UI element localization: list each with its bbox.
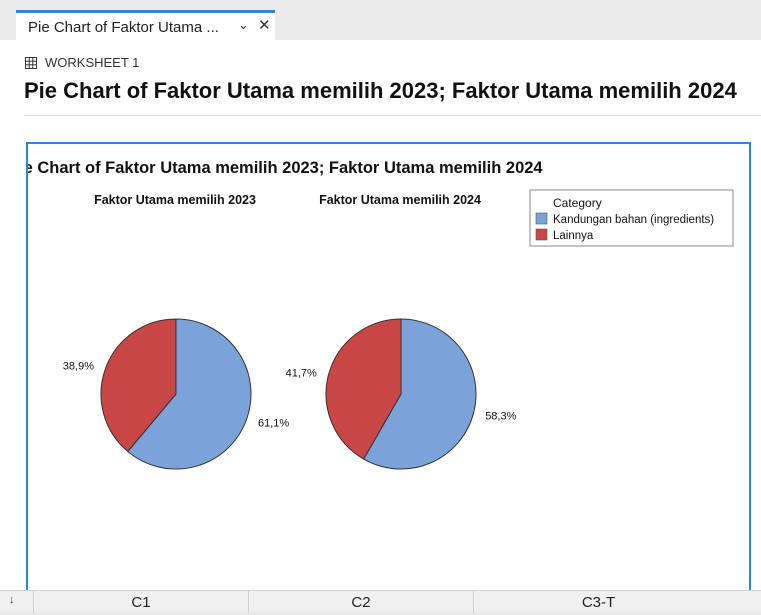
chart-frame[interactable]: Pie Chart of Faktor Utama memilih 2023; … (26, 142, 751, 590)
worksheet-label: WORKSHEET 1 (25, 55, 139, 70)
pie-1-slice-2 (100, 318, 177, 453)
legend-swatch-1 (535, 212, 548, 225)
worksheet-column-header: ↓ C1 C2 C3-T (0, 590, 761, 613)
chevron-down-icon[interactable]: ⌄ (238, 17, 249, 32)
pie-2-label-1: 58,3% (485, 410, 516, 422)
legend-swatch-2 (535, 228, 548, 241)
tab-bar: Pie Chart of Faktor Utama ... ⌄ ✕ (0, 0, 761, 40)
page-title: Pie Chart of Faktor Utama memilih 2023; … (24, 78, 737, 103)
pie-title-2: Faktor Utama memilih 2024 (319, 193, 481, 207)
pie-2-label-2: 41,7% (286, 368, 317, 380)
legend-box (529, 189, 734, 247)
pie-1-label-2: 38,9% (63, 361, 94, 373)
pie-1-label-1: 61,1% (258, 417, 289, 429)
legend-item-2: Lainnya (553, 230, 594, 242)
pie-1-slice-1 (127, 318, 252, 470)
output-pane: WORKSHEET 1 Pie Chart of Faktor Utama me… (0, 40, 761, 590)
worksheet-name: WORKSHEET 1 (45, 55, 140, 70)
column-header-c3[interactable]: C3-T (473, 591, 723, 613)
pie-title-1: Faktor Utama memilih 2023 (94, 193, 256, 207)
divider (24, 115, 761, 116)
legend-title: Category (553, 196, 602, 210)
pie-2-slice-2 (325, 318, 402, 460)
legend-item-1: Kandungan bahan (ingredients) (553, 214, 714, 226)
grid-icon (25, 56, 37, 69)
column-header-c1[interactable]: C1 (33, 591, 248, 613)
pie-chart: Pie Chart of Faktor Utama memilih 2023; … (28, 159, 734, 470)
close-icon[interactable]: ✕ (258, 17, 271, 34)
chart-title: Pie Chart of Faktor Utama memilih 2023; … (28, 159, 543, 177)
tab-title: Pie Chart of Faktor Utama ... (28, 19, 219, 36)
tab-pie-chart[interactable]: Pie Chart of Faktor Utama ... ⌄ ✕ (16, 10, 275, 40)
column-header-c2[interactable]: C2 (248, 591, 473, 613)
arrow-down-icon[interactable]: ↓ (9, 594, 15, 606)
pie-2-slice-1 (362, 318, 477, 470)
